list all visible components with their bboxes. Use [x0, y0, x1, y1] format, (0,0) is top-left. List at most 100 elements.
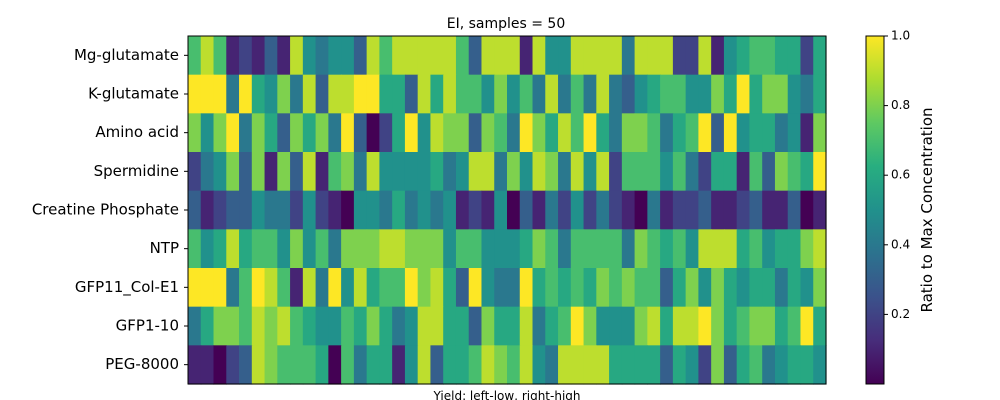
heatmap-cell — [200, 152, 215, 192]
heatmap-cell — [353, 113, 368, 153]
heatmap-cell — [315, 152, 329, 192]
heatmap-cell — [621, 152, 636, 192]
heatmap-cell — [404, 229, 419, 269]
heatmap-cell — [455, 36, 470, 76]
heatmap-cell — [404, 345, 419, 385]
heatmap-cell — [200, 36, 215, 76]
heatmap-cell — [251, 229, 266, 269]
heatmap-cell — [545, 113, 559, 153]
x-axis-label: Yield: left-low, right-high — [433, 389, 581, 400]
heatmap-cell — [519, 74, 534, 114]
colorbar-tick-label: 1.0 — [891, 29, 910, 43]
heatmap-cell — [443, 306, 457, 346]
heatmap-cell — [570, 74, 585, 114]
heatmap-cell — [277, 306, 291, 346]
heatmap-cell — [672, 229, 687, 269]
heatmap-cell — [481, 306, 495, 346]
heatmap-cell — [290, 74, 304, 114]
heatmap-cell — [749, 74, 763, 114]
heatmap-cell — [264, 229, 278, 269]
heatmap-cell — [711, 345, 725, 385]
heatmap-cell — [519, 190, 534, 230]
heatmap-cell — [545, 36, 559, 76]
heatmap-cell — [481, 190, 495, 230]
heatmap-cell — [417, 345, 432, 385]
heatmap-cell — [494, 268, 508, 308]
heatmap-cell — [455, 345, 470, 385]
heatmap-cell — [226, 36, 240, 76]
heatmap-cell — [672, 74, 687, 114]
heatmap-cell — [468, 74, 483, 114]
heatmap-cell — [226, 74, 240, 114]
heatmap-cell — [685, 36, 699, 76]
heatmap-cell — [213, 229, 227, 269]
heatmap-cell — [341, 74, 355, 114]
heatmap-cell — [660, 345, 674, 385]
heatmap-cell — [404, 113, 419, 153]
heatmap-cell — [404, 74, 419, 114]
heatmap-cell — [570, 268, 585, 308]
heatmap-cell — [545, 74, 559, 114]
heatmap-cell — [634, 190, 648, 230]
heatmap-cell — [379, 113, 393, 153]
heatmap-cell — [519, 268, 534, 308]
heatmap-cell — [366, 268, 380, 308]
heatmap-cell — [736, 306, 751, 346]
heatmap-cell — [302, 74, 317, 114]
heatmap-cell — [404, 36, 419, 76]
heatmap-cell — [749, 190, 763, 230]
heatmap-cell — [379, 268, 393, 308]
heatmap-cell — [353, 268, 368, 308]
heatmap-cell — [800, 113, 814, 153]
heatmap-cell — [455, 268, 470, 308]
heatmap-cell — [277, 229, 291, 269]
heatmap-cell — [570, 36, 585, 76]
heatmap-cell — [621, 113, 636, 153]
heatmap-cell — [596, 345, 610, 385]
heatmap-cell — [341, 152, 355, 192]
heatmap-cell — [277, 113, 291, 153]
heatmap-cell — [583, 306, 597, 346]
heatmap-cell — [532, 345, 546, 385]
heatmap-cell — [328, 229, 342, 269]
heatmap-cell — [200, 268, 215, 308]
heatmap-cell — [723, 74, 738, 114]
heatmap-cell — [328, 152, 342, 192]
heatmap-cell — [277, 74, 291, 114]
heatmap-cell — [507, 74, 521, 114]
heatmap-cell — [558, 306, 572, 346]
heatmap-cell — [634, 345, 648, 385]
heatmap-cell — [749, 268, 763, 308]
heatmap-cell — [609, 345, 623, 385]
colorbar-tick-label: 0.4 — [891, 237, 910, 251]
heatmap-cell — [200, 113, 215, 153]
heatmap-cell — [813, 74, 827, 114]
heatmap-cell — [621, 36, 636, 76]
heatmap-cell — [723, 268, 738, 308]
heatmap-cell — [443, 229, 457, 269]
row-label: PEG-8000 — [105, 355, 179, 373]
heatmap-cell — [545, 152, 559, 192]
heatmap-cell — [430, 306, 444, 346]
heatmap-cell — [188, 229, 202, 269]
heatmap-cell — [558, 268, 572, 308]
heatmap-cell — [685, 190, 699, 230]
heatmap-cell — [774, 36, 789, 76]
heatmap-cell — [813, 229, 827, 269]
row-label: Spermidine — [94, 162, 179, 180]
heatmap-cell — [430, 113, 444, 153]
heatmap-cell — [494, 113, 508, 153]
heatmap-cell — [290, 113, 304, 153]
heatmap-cell — [290, 229, 304, 269]
heatmap-cell — [417, 113, 432, 153]
heatmap-cell — [685, 268, 699, 308]
colorbar-tick-label: 0.6 — [891, 168, 910, 182]
heatmap-cell — [392, 113, 406, 153]
heatmap-cell — [468, 306, 483, 346]
heatmap-cell — [570, 190, 585, 230]
heatmap-cell — [519, 306, 534, 346]
heatmap-cell — [404, 152, 419, 192]
heatmap-cell — [749, 113, 763, 153]
heatmap-cell — [570, 306, 585, 346]
heatmap-cell — [188, 152, 202, 192]
